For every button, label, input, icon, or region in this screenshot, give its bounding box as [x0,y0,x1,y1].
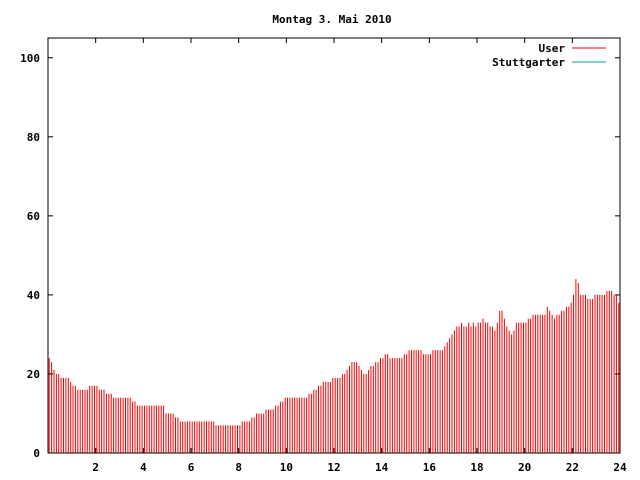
legend: User Stuttgarter [492,42,606,69]
x-tick-label: 2 [92,461,99,474]
x-tick-label: 6 [188,461,195,474]
y-tick-label: 20 [27,368,40,381]
y-tick-label: 40 [27,289,40,302]
x-tick-label: 22 [566,461,579,474]
legend-label-user: User [539,42,566,55]
x-tick-label: 16 [423,461,437,474]
x-tick-label: 4 [140,461,147,474]
y-tick-label: 0 [33,447,40,460]
bar-series-user [48,279,620,453]
x-tick-label: 24 [613,461,627,474]
x-tick-label: 14 [375,461,389,474]
x-tick-labels: 2 4 6 8 10 12 14 16 18 20 22 24 [92,461,627,474]
axis-ticks [48,38,621,454]
plot-frame [47,37,621,454]
y-tick-label: 80 [27,131,40,144]
chart-title: Montag 3. Mai 2010 [272,13,391,26]
x-tick-label: 20 [518,461,531,474]
y-tick-labels: 0 20 40 60 80 100 [20,52,40,460]
x-tick-label: 8 [235,461,242,474]
y-tick-label: 60 [27,210,40,223]
legend-label-stuttgarter: Stuttgarter [492,56,565,69]
x-tick-label: 12 [327,461,340,474]
y-tick-label: 100 [20,52,40,65]
x-tick-label: 18 [470,461,483,474]
x-tick-label: 10 [280,461,293,474]
